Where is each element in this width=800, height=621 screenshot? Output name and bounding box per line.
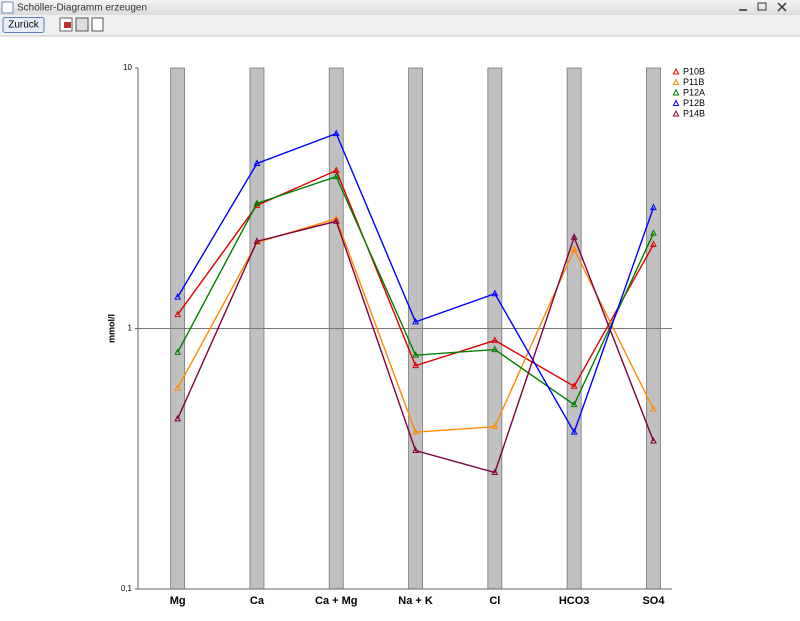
title-bar <box>0 0 800 15</box>
point-marker <box>253 199 261 206</box>
export-icon-detail <box>64 22 71 28</box>
point-marker <box>650 405 657 412</box>
point-marker <box>174 348 182 355</box>
point-marker <box>491 345 499 353</box>
point-marker <box>650 436 657 444</box>
point-marker <box>332 129 340 137</box>
window-title: Schöller-Diagramm erzeugen <box>17 3 147 14</box>
point-marker <box>174 310 182 318</box>
point-marker <box>491 468 499 476</box>
point-marker <box>570 382 578 389</box>
legend-marker <box>672 99 680 106</box>
x-tick-label: Ca <box>250 595 265 607</box>
series-line <box>177 220 655 474</box>
point-marker <box>412 351 419 358</box>
point-marker <box>650 240 657 248</box>
x-tick-label: Ca + Mg <box>315 595 357 607</box>
point-marker <box>412 361 419 369</box>
legend-label: P12B <box>683 98 705 108</box>
copy-icon[interactable] <box>91 17 104 32</box>
print-icon[interactable] <box>75 17 89 32</box>
legend-label: P12A <box>683 87 705 97</box>
point-marker <box>570 428 578 435</box>
point-marker <box>253 237 261 244</box>
chart: Mg Ca Ca + Mg Na + K Cl HCO3 SO4 0,1 1 10 mmol/l P1… <box>106 63 705 607</box>
x-tick-label: SO4 <box>642 595 665 607</box>
x-tick-label: Mg <box>170 595 186 607</box>
close-button[interactable] <box>777 2 787 12</box>
legend-label: P14B <box>683 108 705 118</box>
point-marker <box>253 159 261 166</box>
back-button-label[interactable]: Zurück <box>8 20 40 31</box>
point-marker <box>174 414 182 422</box>
y-tick-label: 0,1 <box>121 584 133 593</box>
toolbar <box>0 15 800 36</box>
point-marker <box>491 422 499 430</box>
point-marker <box>491 289 499 297</box>
legend-marker <box>672 109 680 117</box>
point-marker <box>491 336 499 343</box>
series-line <box>177 175 655 406</box>
legend-marker <box>672 88 680 96</box>
point-marker <box>174 293 182 300</box>
y-tick-label: 10 <box>123 63 132 72</box>
point-marker <box>412 317 419 325</box>
point-marker <box>174 384 182 391</box>
x-tick-label: HCO3 <box>559 595 590 607</box>
x-tick-label: Cl <box>489 595 500 607</box>
legend-marker <box>672 67 680 75</box>
legend-label: P11B <box>683 77 704 87</box>
y-tick-label: 1 <box>128 324 133 333</box>
point-marker <box>412 428 419 435</box>
point-marker <box>570 233 578 240</box>
point-marker <box>650 203 657 211</box>
legend-label: P10B <box>683 66 705 76</box>
series-line <box>177 132 655 434</box>
maximize-button[interactable] <box>757 2 767 11</box>
back-button[interactable] <box>2 17 45 33</box>
point-marker <box>570 245 578 253</box>
window-controls[interactable] <box>739 2 787 12</box>
point-marker <box>332 217 340 224</box>
app-icon <box>1 1 14 14</box>
x-tick-label: Na + K <box>398 595 433 607</box>
point-marker <box>412 446 419 454</box>
legend-marker <box>672 78 680 85</box>
y-axis-label: mmol/l <box>106 314 116 343</box>
point-marker <box>650 229 657 236</box>
point-marker <box>332 172 340 180</box>
point-marker <box>570 400 578 408</box>
